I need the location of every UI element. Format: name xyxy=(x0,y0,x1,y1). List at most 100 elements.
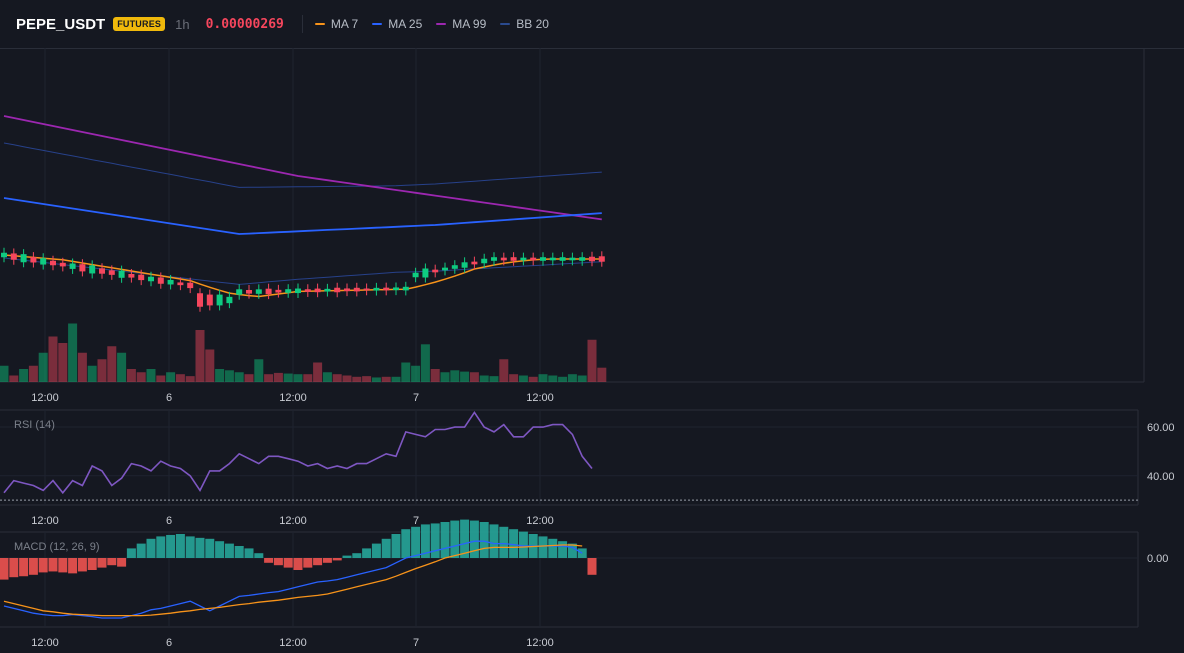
volume-bar xyxy=(107,346,117,382)
bb-upper-line xyxy=(3,142,602,188)
volume-bar xyxy=(97,359,107,382)
macd-histogram-bar xyxy=(77,558,87,572)
macd-histogram-bar xyxy=(87,558,97,570)
candlesticks xyxy=(1,247,605,312)
chart-header: PEPE_USDT FUTURES 1h 0.00000269 MA 7 MA … xyxy=(0,0,1184,49)
candle-body xyxy=(285,289,292,293)
macd-histogram-bar xyxy=(283,558,293,568)
x-axis-label: 7 xyxy=(413,637,419,649)
volume-bar xyxy=(313,362,323,382)
macd-histogram-bar xyxy=(264,558,274,563)
volume-bar xyxy=(146,369,156,382)
candle-body xyxy=(79,264,86,272)
volume-bar xyxy=(391,376,401,382)
candle-body xyxy=(226,296,233,304)
volume-bar xyxy=(273,372,283,382)
candle-body xyxy=(187,282,194,289)
volume-bar xyxy=(126,369,136,382)
legend-bb20[interactable]: BB 20 xyxy=(500,17,549,31)
volume-bar xyxy=(185,376,195,382)
candle-body xyxy=(559,257,566,261)
macd-histogram-bar xyxy=(9,558,19,578)
macd-histogram-bar xyxy=(254,553,264,558)
volume-bar xyxy=(381,376,391,382)
symbol-name[interactable]: PEPE_USDT xyxy=(16,15,106,33)
rsi-title: RSI (14) xyxy=(14,419,55,431)
axes: 12:00 6 12:00 7 12:00 12:00 6 12:00 7 12:00 12:00 6… xyxy=(31,392,554,649)
macd-histogram-bar xyxy=(411,526,421,558)
legend-swatch xyxy=(436,23,447,25)
x-axis-label: 12:00 xyxy=(526,515,554,527)
ma25-line xyxy=(3,197,602,235)
candle-body xyxy=(500,257,507,261)
candle-body xyxy=(69,263,76,269)
candle-body xyxy=(569,257,576,261)
candle-body xyxy=(344,288,350,292)
rsi-tick-label: 40.00 xyxy=(1147,471,1175,483)
macd-histogram-bar xyxy=(234,546,244,558)
macd-histogram-bar xyxy=(518,531,528,558)
macd-histogram-bar xyxy=(322,558,332,563)
candle-body xyxy=(255,289,262,294)
macd-histogram-bar xyxy=(313,558,323,566)
candle-body xyxy=(432,269,439,273)
candle-body xyxy=(157,277,164,284)
macd-histogram-bar xyxy=(273,558,283,566)
candle-body xyxy=(383,287,390,291)
candle-body xyxy=(295,288,301,294)
legend-ma7[interactable]: MA 7 xyxy=(314,17,359,31)
volume-bar xyxy=(518,375,528,382)
volume-bar xyxy=(87,365,97,382)
signal-line xyxy=(3,544,583,617)
macd-histogram-bar xyxy=(48,558,58,572)
macd-histogram-bar xyxy=(499,526,509,558)
candle-body xyxy=(30,257,37,263)
candle-body xyxy=(412,272,419,278)
legend-swatch xyxy=(372,23,383,25)
macd-histogram-bar xyxy=(215,541,225,558)
volume-bar xyxy=(244,374,254,382)
candle-body xyxy=(510,257,517,261)
volume-bar xyxy=(166,372,176,382)
macd-title: MACD (12, 26, 9) xyxy=(14,541,100,553)
legend-ma99[interactable]: MA 99 xyxy=(436,17,486,31)
legend-swatch xyxy=(500,23,511,25)
candle-body xyxy=(393,287,399,291)
candle-body xyxy=(59,262,66,267)
candle-body xyxy=(108,270,115,275)
macd-histogram-bar xyxy=(136,543,146,558)
macd-histogram-bar xyxy=(117,558,127,567)
volume-bar xyxy=(577,375,587,382)
macd-histogram-bar xyxy=(352,553,362,558)
macd-histogram-bar xyxy=(548,538,558,558)
candle-body xyxy=(167,279,174,285)
volume-bar xyxy=(538,374,548,382)
macd-histogram-bar xyxy=(303,558,313,568)
legend-label: MA 7 xyxy=(330,17,359,31)
volume-bar xyxy=(499,359,509,382)
legend-ma25[interactable]: MA 25 xyxy=(372,17,422,31)
indicator-legend: MA 7 MA 25 MA 99 BB 20 xyxy=(314,17,563,31)
candle-body xyxy=(216,294,223,306)
interval-label[interactable]: 1h xyxy=(175,16,190,32)
volume-bar xyxy=(352,376,362,382)
macd-histogram-bar xyxy=(244,548,254,558)
macd-histogram-bar xyxy=(391,534,401,558)
candle-body xyxy=(451,265,458,269)
volume-bar xyxy=(254,359,264,382)
x-axis-label: 12:00 xyxy=(526,392,554,404)
candle-body xyxy=(491,257,497,261)
candle-body xyxy=(118,270,125,278)
macd-histogram-bar xyxy=(342,555,352,558)
macd-histogram-bar xyxy=(489,524,499,558)
volume-bar xyxy=(371,377,381,382)
volume-bar xyxy=(587,339,597,382)
volume-bar xyxy=(156,375,166,382)
volume-bar xyxy=(28,365,38,382)
volume-bar xyxy=(597,367,607,382)
legend-swatch xyxy=(314,23,325,25)
macd-histogram-bar xyxy=(126,548,136,558)
x-axis-label: 7 xyxy=(413,392,419,404)
volume-bar xyxy=(38,352,48,382)
